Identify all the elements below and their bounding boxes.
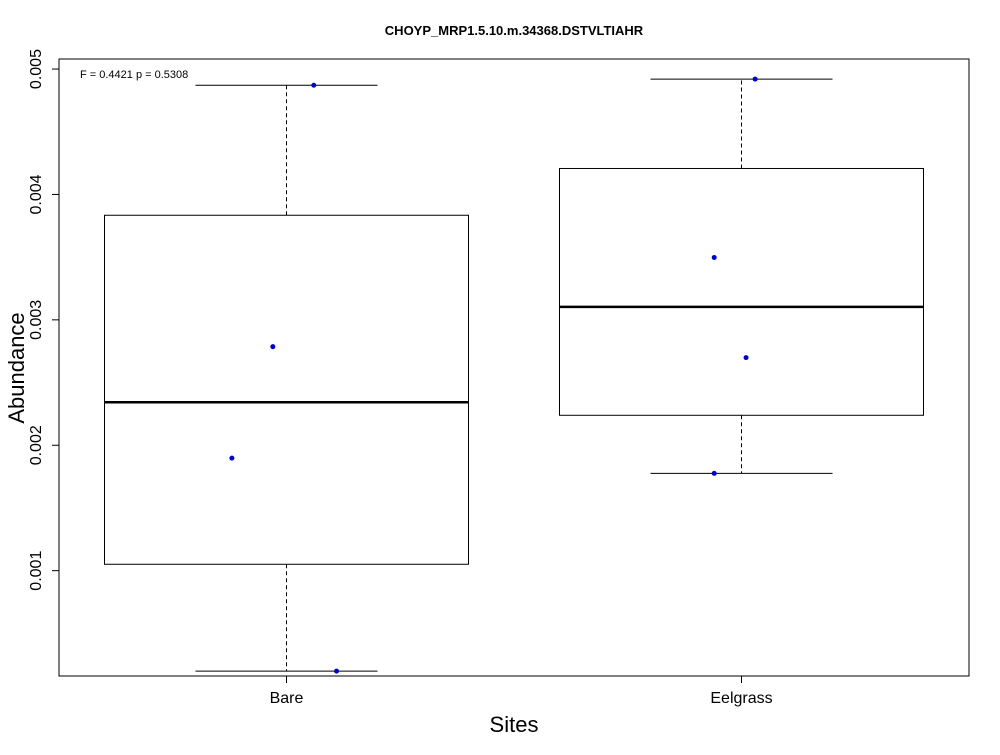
stat-annotation: F = 0.4421 p = 0.5308 — [80, 69, 188, 81]
plot-frame — [58, 58, 970, 677]
y-tick-label: 0.002 — [28, 425, 45, 465]
box-iqr — [559, 167, 924, 416]
x-axis-label: Sites — [490, 712, 539, 737]
data-point — [752, 76, 758, 82]
box-iqr — [104, 214, 469, 565]
x-axis: Bare Eelgrass — [270, 676, 773, 707]
boxplot-bare — [104, 84, 469, 672]
y-axis-label: Abundance — [4, 312, 29, 423]
x-tick-label: Eelgrass — [710, 690, 772, 707]
y-tick-label: 0.004 — [28, 174, 45, 214]
data-point — [229, 455, 235, 461]
data-point — [334, 668, 340, 674]
data-point — [270, 344, 276, 350]
data-point — [711, 255, 717, 261]
boxplot-eelgrass — [559, 78, 924, 474]
y-tick-label: 0.001 — [28, 551, 45, 591]
y-axis: 0.001 0.002 0.003 0.004 0.005 — [28, 49, 59, 591]
boxplots — [104, 78, 924, 672]
chart-title: CHOYP_MRP1.5.10.m.34368.DSTVLTIAHR — [385, 23, 644, 38]
y-tick-label: 0.003 — [28, 300, 45, 340]
data-point — [311, 82, 317, 88]
y-tick-label: 0.005 — [28, 49, 45, 89]
data-point — [711, 470, 717, 476]
x-tick-label: Bare — [270, 690, 304, 707]
data-points — [229, 76, 758, 674]
data-point — [743, 355, 749, 361]
